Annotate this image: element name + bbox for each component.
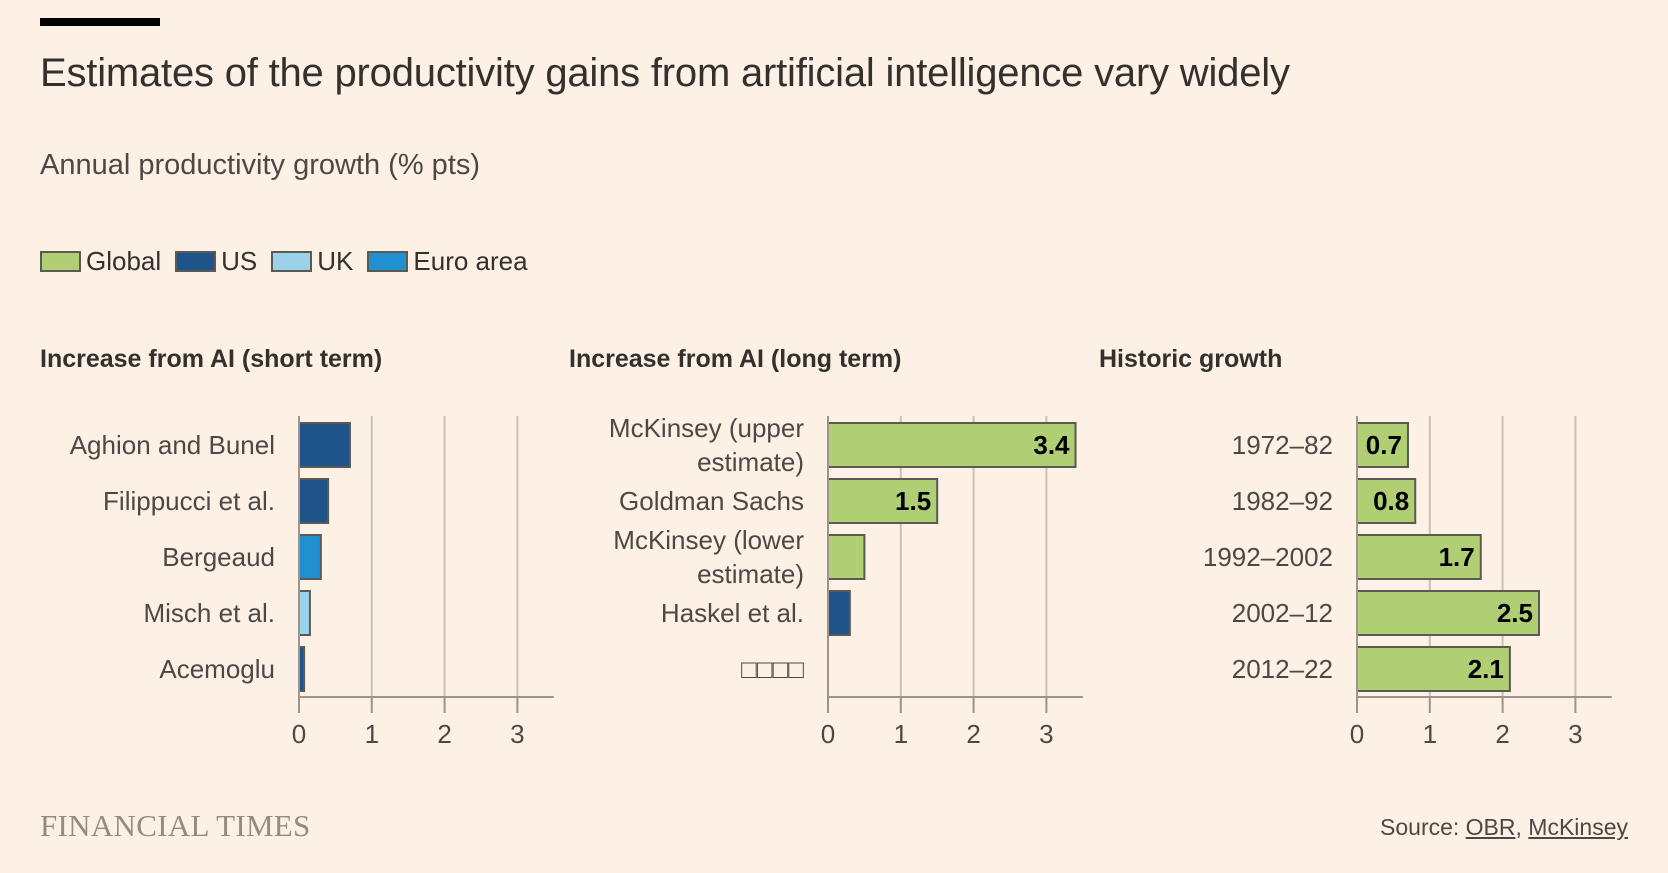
bar-value-label: 2.5 — [1497, 598, 1533, 628]
legend-label-uk: UK — [317, 245, 354, 276]
category-label: Haskel et al. — [661, 598, 804, 628]
legend-swatch-us — [175, 250, 217, 272]
x-tick-label: 0 — [292, 719, 306, 749]
category-label: Acemoglu — [159, 654, 275, 684]
source-link-obr[interactable]: OBR — [1465, 814, 1516, 840]
bar-value-label: 3.4 — [1033, 430, 1070, 460]
category-label: 1982–92 — [1232, 486, 1333, 516]
panel-title-historic: Historic growth — [1099, 345, 1283, 373]
bar — [1356, 590, 1540, 636]
category-label: McKinsey (upper — [609, 413, 804, 443]
bar-value-label: 1.5 — [895, 486, 931, 516]
bar — [298, 534, 322, 580]
bar — [1356, 646, 1511, 692]
category-label: estimate) — [697, 447, 804, 477]
bar-value-label: 1.7 — [1439, 542, 1475, 572]
source-separator: , — [1515, 814, 1529, 840]
x-tick-label: 1 — [365, 719, 379, 749]
legend-swatch-global — [40, 250, 81, 272]
category-label: Misch et al. — [144, 598, 276, 628]
bar — [827, 534, 866, 580]
bar — [298, 478, 330, 524]
x-tick-label: 1 — [894, 719, 908, 749]
bar — [827, 478, 939, 524]
bar — [1356, 478, 1417, 524]
bar-value-label: 0.8 — [1373, 486, 1409, 516]
x-tick-label: 3 — [1568, 719, 1582, 749]
category-label: 1972–82 — [1232, 430, 1333, 460]
legend-item-euro-area: Euro area — [367, 245, 528, 277]
source-prefix: Source: — [1380, 814, 1466, 840]
legend-label-global: Global — [86, 245, 162, 276]
chart-subtitle: Annual productivity growth (% pts) — [40, 149, 481, 181]
category-label: McKinsey (lower — [613, 525, 804, 555]
legend-item-global: Global — [40, 246, 161, 277]
source-link-mckinsey[interactable]: McKinsey — [1528, 814, 1628, 840]
chart-title: Estimates of the productivity gains from… — [40, 51, 1290, 95]
bar — [298, 590, 311, 636]
panel-title-long-term: Increase from AI (long term) — [569, 345, 902, 373]
legend-swatch-uk — [271, 250, 313, 272]
category-label: estimate) — [697, 559, 804, 589]
legend-item-uk: UK — [271, 246, 353, 277]
legend-label-euro-area: Euro area — [413, 245, 528, 276]
header-accent-bar — [40, 18, 160, 26]
bar-value-label: 2.1 — [1468, 654, 1504, 684]
category-label: □□□□ — [741, 654, 804, 684]
x-tick-label: 2 — [966, 719, 980, 749]
x-tick-label: 0 — [1350, 719, 1364, 749]
legend-label-us: US — [221, 245, 258, 276]
source-note: Source: OBR, McKinsey — [1380, 814, 1628, 841]
category-label: 2012–22 — [1232, 654, 1333, 684]
x-tick-label: 1 — [1423, 719, 1437, 749]
x-tick-label: 3 — [1039, 719, 1053, 749]
category-label: 1992–2002 — [1203, 542, 1333, 572]
category-label: Aghion and Bunel — [70, 430, 275, 460]
x-tick-label: 2 — [1495, 719, 1509, 749]
bar — [827, 590, 851, 636]
ft-logo: FINANCIAL TIMES — [40, 808, 311, 843]
bar-value-label: 0.7 — [1366, 430, 1402, 460]
bar — [298, 422, 351, 468]
legend-swatch-euro-area — [367, 250, 409, 272]
category-label: 2002–12 — [1232, 598, 1333, 628]
category-label: Filippucci et al. — [103, 486, 275, 516]
panel-title-short-term: Increase from AI (short term) — [40, 345, 383, 373]
x-tick-label: 2 — [437, 719, 451, 749]
legend: Global US UK Euro area — [40, 246, 542, 276]
category-label: Goldman Sachs — [619, 486, 804, 516]
bar — [1356, 534, 1482, 580]
legend-item-us: US — [175, 246, 257, 277]
category-label: Bergeaud — [162, 542, 275, 572]
x-tick-label: 0 — [821, 719, 835, 749]
x-tick-label: 3 — [510, 719, 524, 749]
